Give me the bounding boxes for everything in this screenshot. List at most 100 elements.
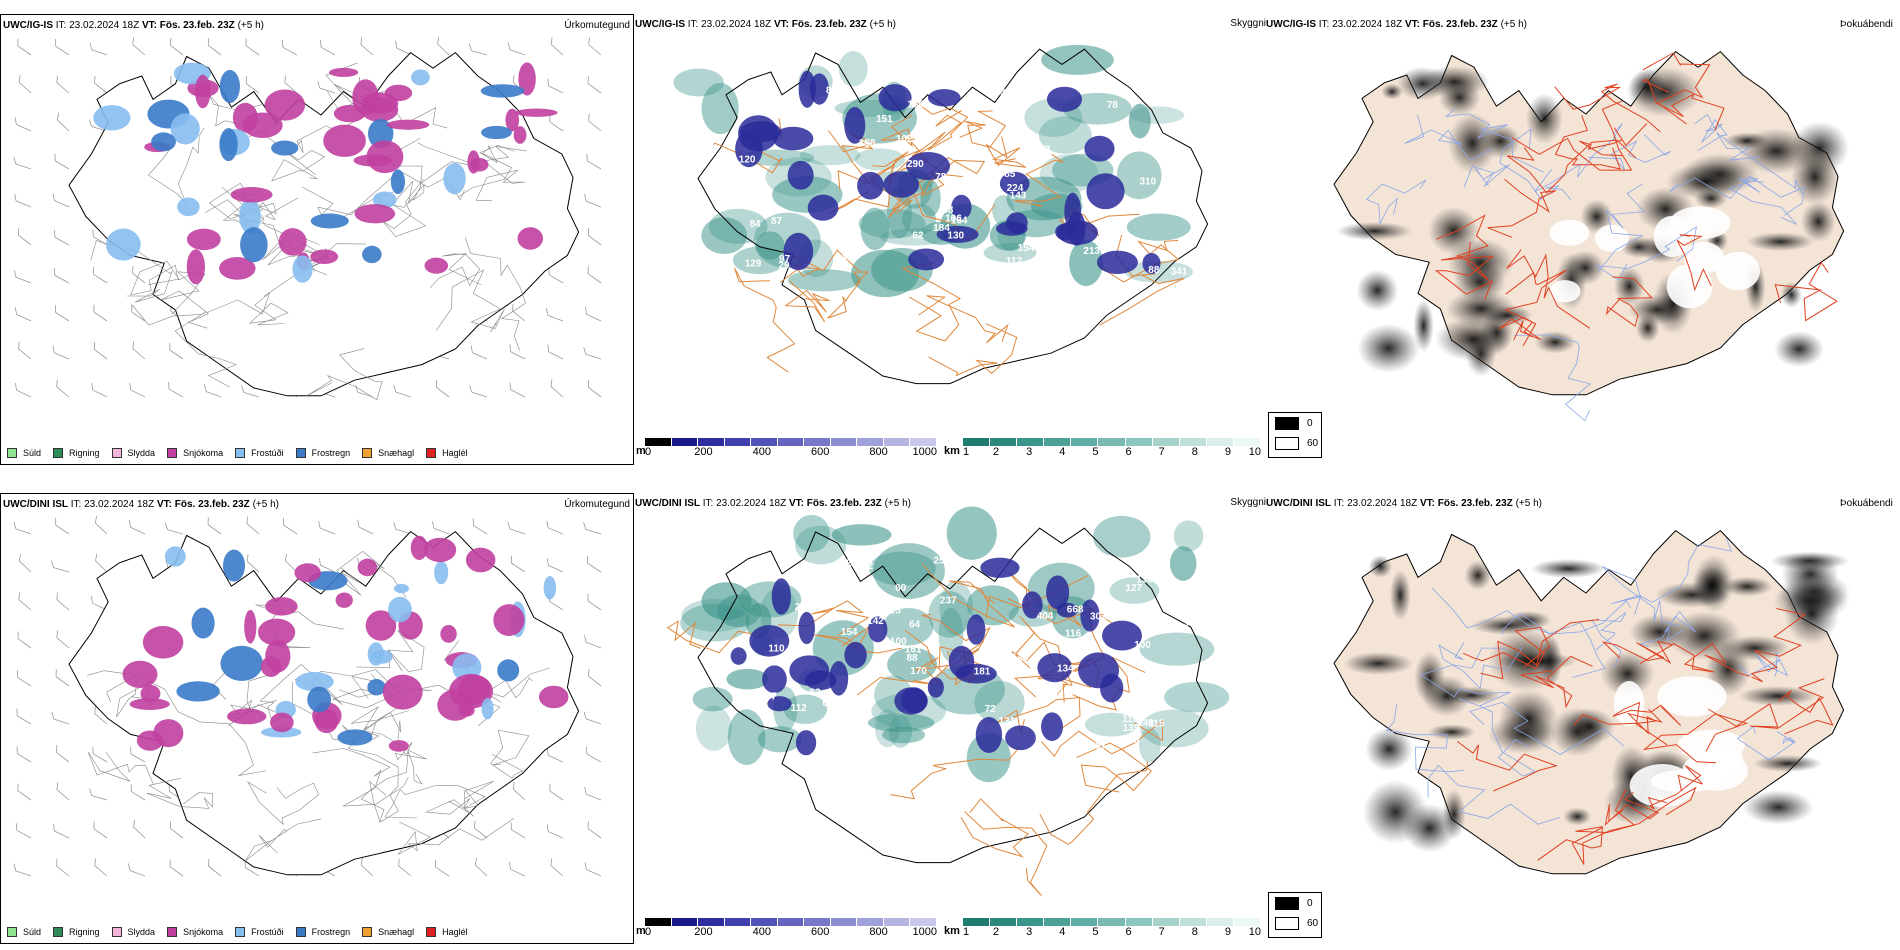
cloud-base-area (883, 171, 920, 198)
road-line (1039, 761, 1149, 845)
wind-barb (546, 824, 564, 839)
road-line (1076, 742, 1152, 793)
river-line (1458, 698, 1536, 777)
wind-barb (169, 821, 184, 839)
precip-area (310, 213, 349, 229)
road-line (985, 572, 1089, 619)
cloud-base-value: 125 (884, 606, 901, 617)
fog-area (1464, 560, 1492, 591)
cloud-base-value: 143 (1012, 653, 1029, 664)
fog-area (1746, 232, 1815, 252)
wind-barb (588, 668, 602, 687)
road-line (1506, 249, 1590, 329)
colorbar-tick: 7 (1158, 446, 1165, 458)
fog-area (1774, 330, 1825, 368)
wind-barb (91, 382, 108, 398)
road-line (1612, 701, 1682, 746)
precip-area (388, 740, 409, 752)
fog-area (1343, 651, 1414, 676)
precip-area (365, 610, 397, 641)
cloud-base-area (1096, 250, 1138, 274)
wind-barb (474, 820, 488, 839)
road-line (885, 109, 963, 182)
precip-area (481, 125, 512, 140)
wind-barb (317, 81, 336, 94)
cloud-base-value: 16 (957, 256, 969, 267)
cloud-base-value: 72 (985, 704, 997, 715)
terrain-contour (204, 191, 299, 221)
road-line (1498, 316, 1541, 341)
clear-area (1657, 676, 1727, 717)
road-line (1520, 655, 1593, 709)
wind-barb (94, 706, 108, 725)
fog-area (1435, 317, 1511, 362)
visibility-area (1126, 213, 1191, 241)
cloud-base-value: 100 (1134, 640, 1151, 651)
legend-swatch (167, 448, 178, 458)
cloud-base-value: 290 (907, 159, 924, 170)
wind-barb (509, 382, 526, 398)
visibility-area (1039, 154, 1099, 193)
cloud-base-value: 103 (1149, 94, 1166, 105)
colorbar-ticks: 1 2 3 4 5 6 7 8 9 10 (963, 926, 1261, 938)
precip-area (271, 140, 299, 156)
precip-panel-row2: UWC/DINI ISL IT: 23.02.2024 18Z VT: Fös.… (0, 493, 634, 944)
cloud-base-area (749, 625, 790, 657)
precip-area (264, 89, 306, 121)
precip-area (354, 204, 396, 224)
wind-barb (587, 556, 602, 573)
road-line (1434, 254, 1495, 300)
cloud-base-value: 115 (1148, 719, 1165, 730)
cloud-base-value: 184 (933, 223, 950, 234)
wind-barb (51, 560, 70, 573)
visibility-area (717, 594, 762, 628)
terrain-contour (87, 751, 154, 784)
visibility-area (681, 598, 750, 632)
colorbar-tick: 1 (963, 926, 970, 938)
colorbar-segment (883, 918, 911, 926)
fog-area (1534, 330, 1576, 354)
cloud-base-area (762, 665, 787, 694)
precip-area (357, 558, 378, 577)
road-line (1579, 123, 1648, 157)
cloud-base-value: 120 (739, 155, 756, 166)
colorbar-segment (1206, 918, 1234, 926)
colorbar-segment (804, 438, 831, 446)
road-line (997, 696, 1081, 734)
road-line (1060, 612, 1112, 688)
cloud-base-value: 112 (840, 210, 857, 221)
legend-label: Haglél (442, 927, 468, 937)
wind-barb (472, 518, 488, 535)
river-line (1463, 164, 1510, 188)
river-line (1547, 600, 1632, 678)
cloud-base-value: 112 (1006, 256, 1023, 267)
precip-area (220, 645, 263, 681)
cloud-base-area (1142, 252, 1161, 274)
wind-barb (587, 593, 602, 611)
cloud-base-value: 127 (1125, 583, 1142, 594)
wind-barb (54, 153, 70, 170)
colorbar-segment (698, 918, 725, 926)
fog-area (1752, 754, 1823, 773)
visibility-area (867, 713, 935, 733)
cloud-base-value: 181 (974, 667, 991, 678)
wind-barb (13, 521, 32, 535)
wind-barb (93, 267, 108, 284)
wind-barb (56, 75, 70, 94)
precip-area (295, 671, 334, 692)
cloud-base-value: 83 (1158, 91, 1170, 102)
road-line (784, 281, 830, 323)
cloud-base-value: 131 (999, 716, 1016, 727)
terrain-contour (147, 128, 205, 204)
terrain-contour (302, 174, 403, 218)
river-line (1611, 537, 1732, 604)
colorbar-tick: 800 (869, 446, 888, 458)
river-line (1431, 587, 1550, 635)
wind-barb (586, 153, 602, 170)
fog-legend-item: 60 (1275, 437, 1318, 450)
cloud-base-value: 84 (750, 219, 762, 230)
cloud-base-area (1086, 173, 1125, 210)
colorbar-segment (1071, 918, 1099, 926)
wind-barb (587, 228, 602, 246)
precip-area (543, 576, 557, 600)
